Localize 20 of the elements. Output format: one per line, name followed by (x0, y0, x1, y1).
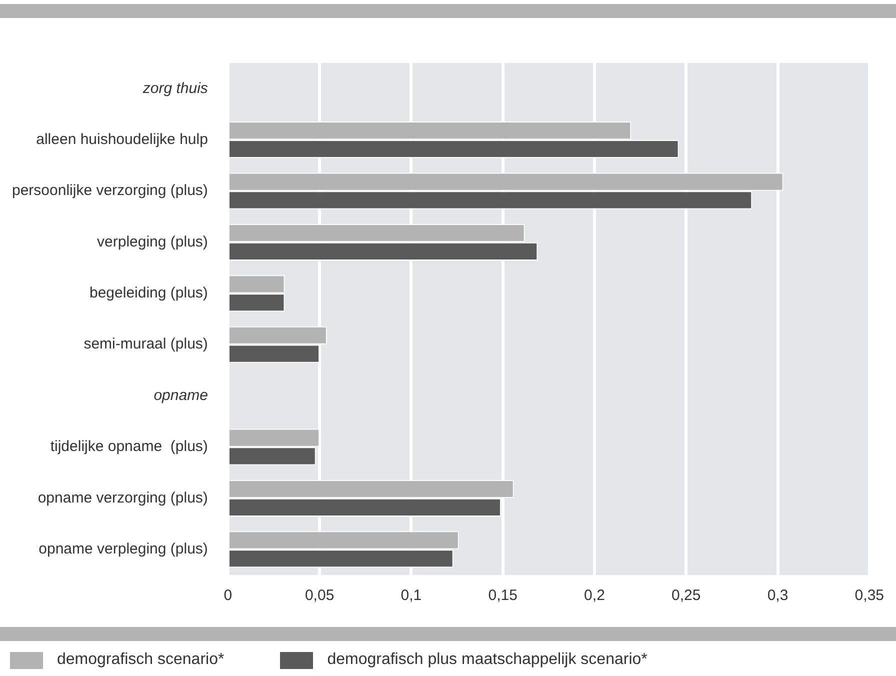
x-tick-label: 0,05 (304, 587, 334, 604)
y-tick-label: verpleging (plus) (97, 233, 208, 250)
x-tick-label: 0,15 (488, 587, 518, 604)
y-tick-label: opname verpleging (plus) (38, 540, 208, 558)
y-tick-label: begeleiding (plus) (90, 284, 208, 302)
x-tick-label: 0,25 (672, 587, 701, 604)
y-tick-label: opname (154, 386, 208, 404)
x-tick-label: 0,1 (400, 587, 422, 604)
legend-label: demografisch plus maatschappelijk scenario* (327, 651, 648, 669)
x-tick-label: 0,3 (767, 587, 788, 604)
y-tick-label: alleen huishoudelijke hulp (36, 130, 208, 148)
y-tick-label: semi-muraal (plus) (84, 336, 208, 353)
y-tick-label: persoonlijke verzorging (plus) (12, 182, 208, 200)
y-tick-label: tijdelijke opname (plus) (50, 438, 208, 456)
y-tick-label: opname verzorging (plus) (38, 489, 208, 506)
x-tick-label: 0,2 (584, 587, 605, 604)
x-tick-label: 0,35 (854, 587, 884, 604)
x-tick-label: 0 (224, 587, 232, 604)
legend-label: demografisch scenario* (57, 651, 224, 669)
y-tick-label: zorg thuis (142, 80, 208, 97)
